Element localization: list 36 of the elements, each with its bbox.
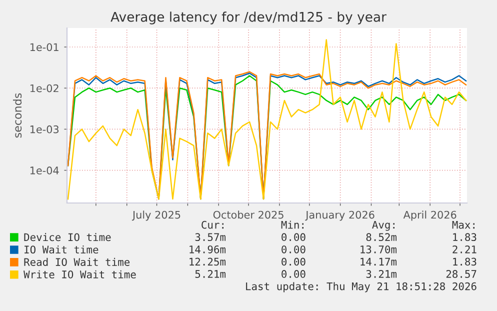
x-tick-label: January 2026 [305, 210, 374, 221]
text: 0.00 [282, 245, 306, 254]
y-tick-label: 1e-02 [30, 84, 58, 92]
x-tick-label: April 2026 [403, 210, 456, 221]
line-series [67, 39, 467, 200]
text: 14.17m [360, 258, 397, 266]
text: 0.00 [282, 270, 306, 278]
text: Avg: [372, 220, 394, 231]
text: Cur: [202, 220, 224, 229]
text: 2.21 [452, 245, 476, 254]
text: 5.21m [195, 270, 226, 278]
y-axis-title: seconds [13, 93, 22, 138]
text: 3.57m [195, 233, 226, 242]
legend-label: IO Wait time [24, 245, 98, 254]
legend-label: Device IO time [24, 233, 111, 242]
text: 0.00 [282, 258, 306, 266]
text: 1.83 [453, 258, 476, 266]
y-tick-label: 1e-01 [30, 43, 58, 52]
text: 28.57 [446, 270, 476, 278]
text: Last update: Thu May 21 18:51:28 2026 [246, 282, 476, 292]
text: Max: [452, 221, 474, 229]
chart-title: Average latency for /dev/md125 - by year [110, 12, 386, 24]
text: 3.21m [366, 270, 397, 278]
x-tick-label: October 2025 [213, 210, 284, 219]
y-tick-label: 1e-03 [30, 125, 59, 134]
legend-label: Write IO Wait time [24, 270, 136, 278]
text: Min: [281, 220, 304, 229]
text: 8.52m [366, 233, 397, 242]
text: 1.83 [453, 233, 476, 242]
text: 13.70m [360, 245, 397, 254]
x-tick-label: July 2025 [132, 210, 180, 221]
text: 12.25m [190, 258, 226, 266]
y-tick-label: 1e-04 [30, 166, 59, 174]
text: 14.96m [190, 245, 226, 254]
text: 0.00 [282, 233, 306, 242]
legend-label: Read IO Wait time [24, 258, 130, 266]
